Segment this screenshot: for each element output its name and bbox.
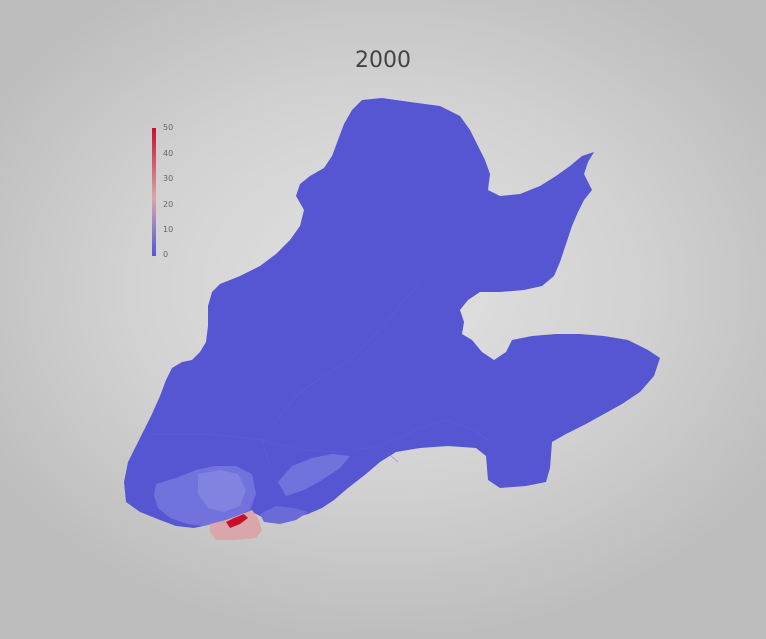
region-red[interactable]	[226, 514, 248, 528]
region-south-coast[interactable]	[260, 506, 308, 524]
legend-tick-30: 30	[163, 174, 174, 183]
legend-tick-20: 20	[163, 200, 174, 209]
region-southeast-strip[interactable]	[278, 454, 350, 496]
color-scale-bar	[152, 128, 156, 256]
map-title: 2000	[355, 48, 411, 73]
legend-tick-40: 40	[163, 149, 174, 158]
legend-tick-0: 0	[163, 250, 169, 259]
legend-tick-50: 50	[163, 123, 174, 132]
region-south-central[interactable]	[198, 470, 246, 512]
legend-tick-10: 10	[163, 225, 174, 234]
region-main[interactable]	[124, 98, 660, 528]
region-boundaries	[150, 281, 489, 467]
color-scale-legend: 50 40 30 20 10 0	[152, 123, 192, 260]
